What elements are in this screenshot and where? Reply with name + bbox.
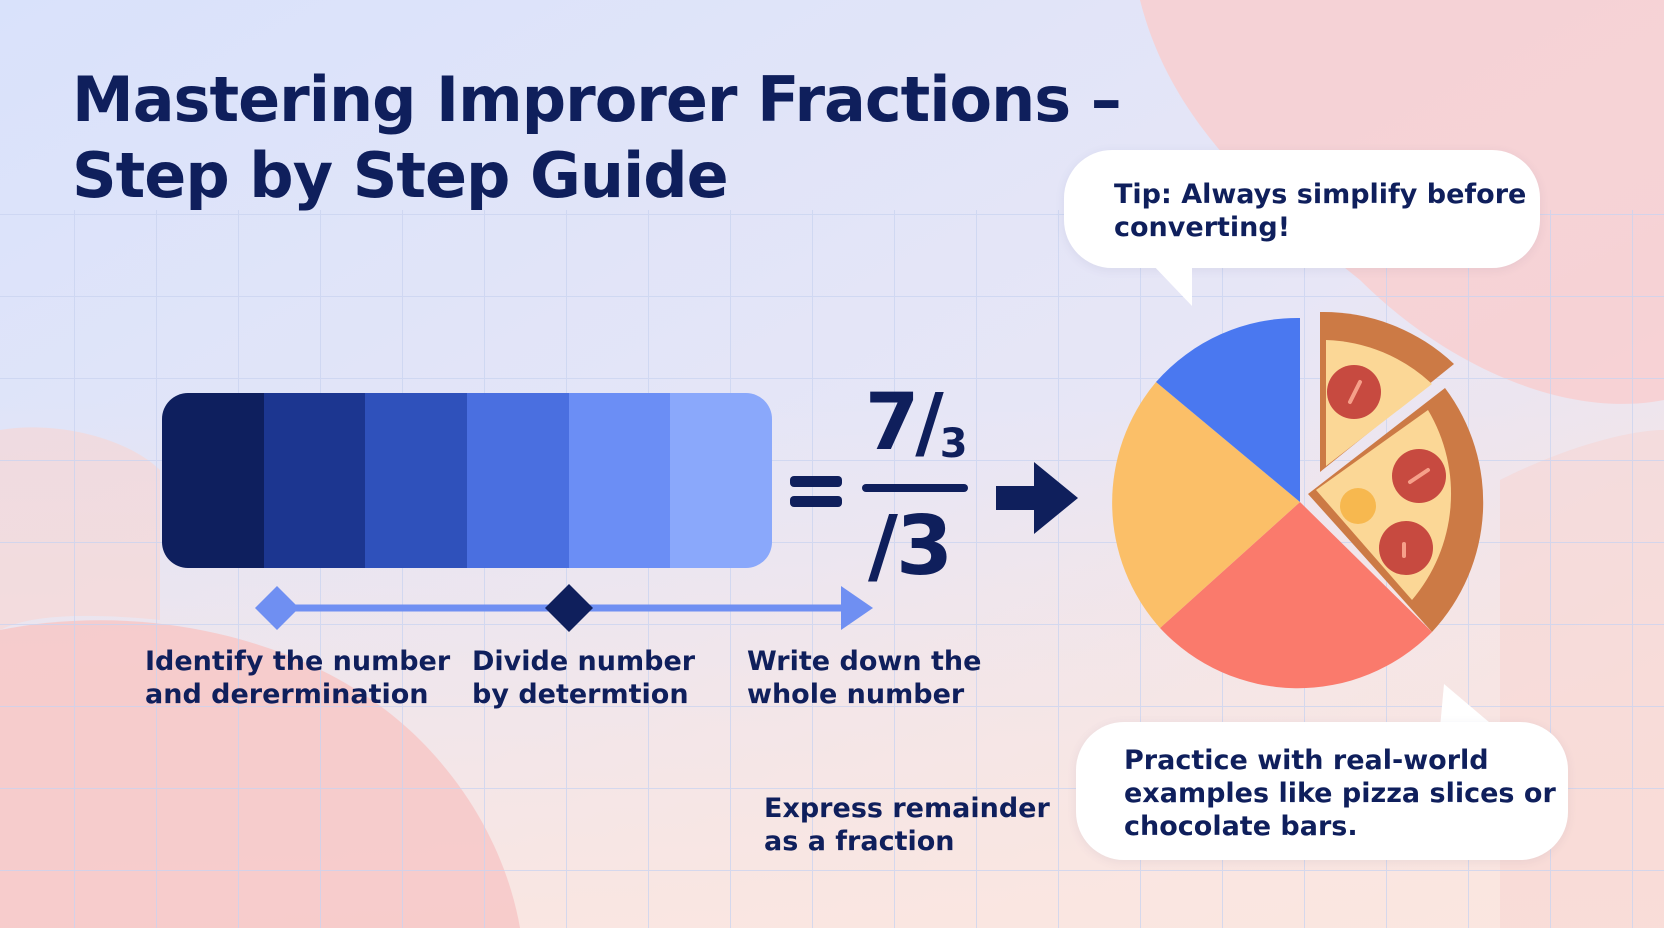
page-title: Mastering Improrer Fractions – Step by S… [72, 62, 1122, 214]
bar-segment-3 [365, 393, 468, 568]
title-line-2: Step by Step Guide [72, 139, 729, 212]
tip-top-line-1: Tip: Always simplify before [1114, 179, 1527, 210]
arrow-head-icon [841, 586, 873, 630]
bar-segment-4 [467, 393, 569, 568]
pizza-slice-icon [1308, 388, 1484, 632]
step-4-label: Express remainder as a fraction [764, 793, 1050, 857]
bar-segment-2 [263, 393, 366, 568]
step-1-label: Identify the number and derermination [145, 646, 451, 710]
tip-bottom-line-3: chocolate bars. [1124, 811, 1358, 842]
tip-bottom-line-1: Practice with real-world [1124, 745, 1489, 776]
bar-segment-1 [162, 393, 264, 568]
bubble-tail [1440, 684, 1496, 728]
arrow-right-icon [996, 462, 1078, 534]
diamond-marker-icon [255, 586, 299, 630]
fraction-line [862, 484, 968, 492]
bar-segment-5 [568, 393, 671, 568]
pizza-slice-icon [1320, 311, 1454, 472]
tip-top-line-2: converting! [1114, 212, 1291, 243]
pie-chart-icon [1112, 311, 1484, 689]
bubble-tail [1150, 262, 1192, 306]
bar-segment-6 [670, 393, 772, 568]
step-timeline [255, 584, 873, 632]
step-3-label: Write down the whole number [747, 646, 982, 710]
tip-bubble-bottom: Practice with real-world examples like p… [1076, 722, 1568, 860]
equals-sign [790, 470, 842, 510]
tip-bottom-line-2: examples like pizza slices or [1124, 778, 1556, 809]
title-line-1: Mastering Improrer Fractions – [72, 63, 1122, 136]
diamond-marker-icon [545, 584, 593, 632]
fraction-denominator: /3 [868, 499, 953, 594]
tip-bubble-top: Tip: Always simplify before converting! [1064, 150, 1540, 268]
fraction-bar [162, 393, 772, 568]
step-2-label: Divide number by determtion [472, 646, 696, 710]
fraction-numerator: 7/3 [865, 378, 968, 468]
